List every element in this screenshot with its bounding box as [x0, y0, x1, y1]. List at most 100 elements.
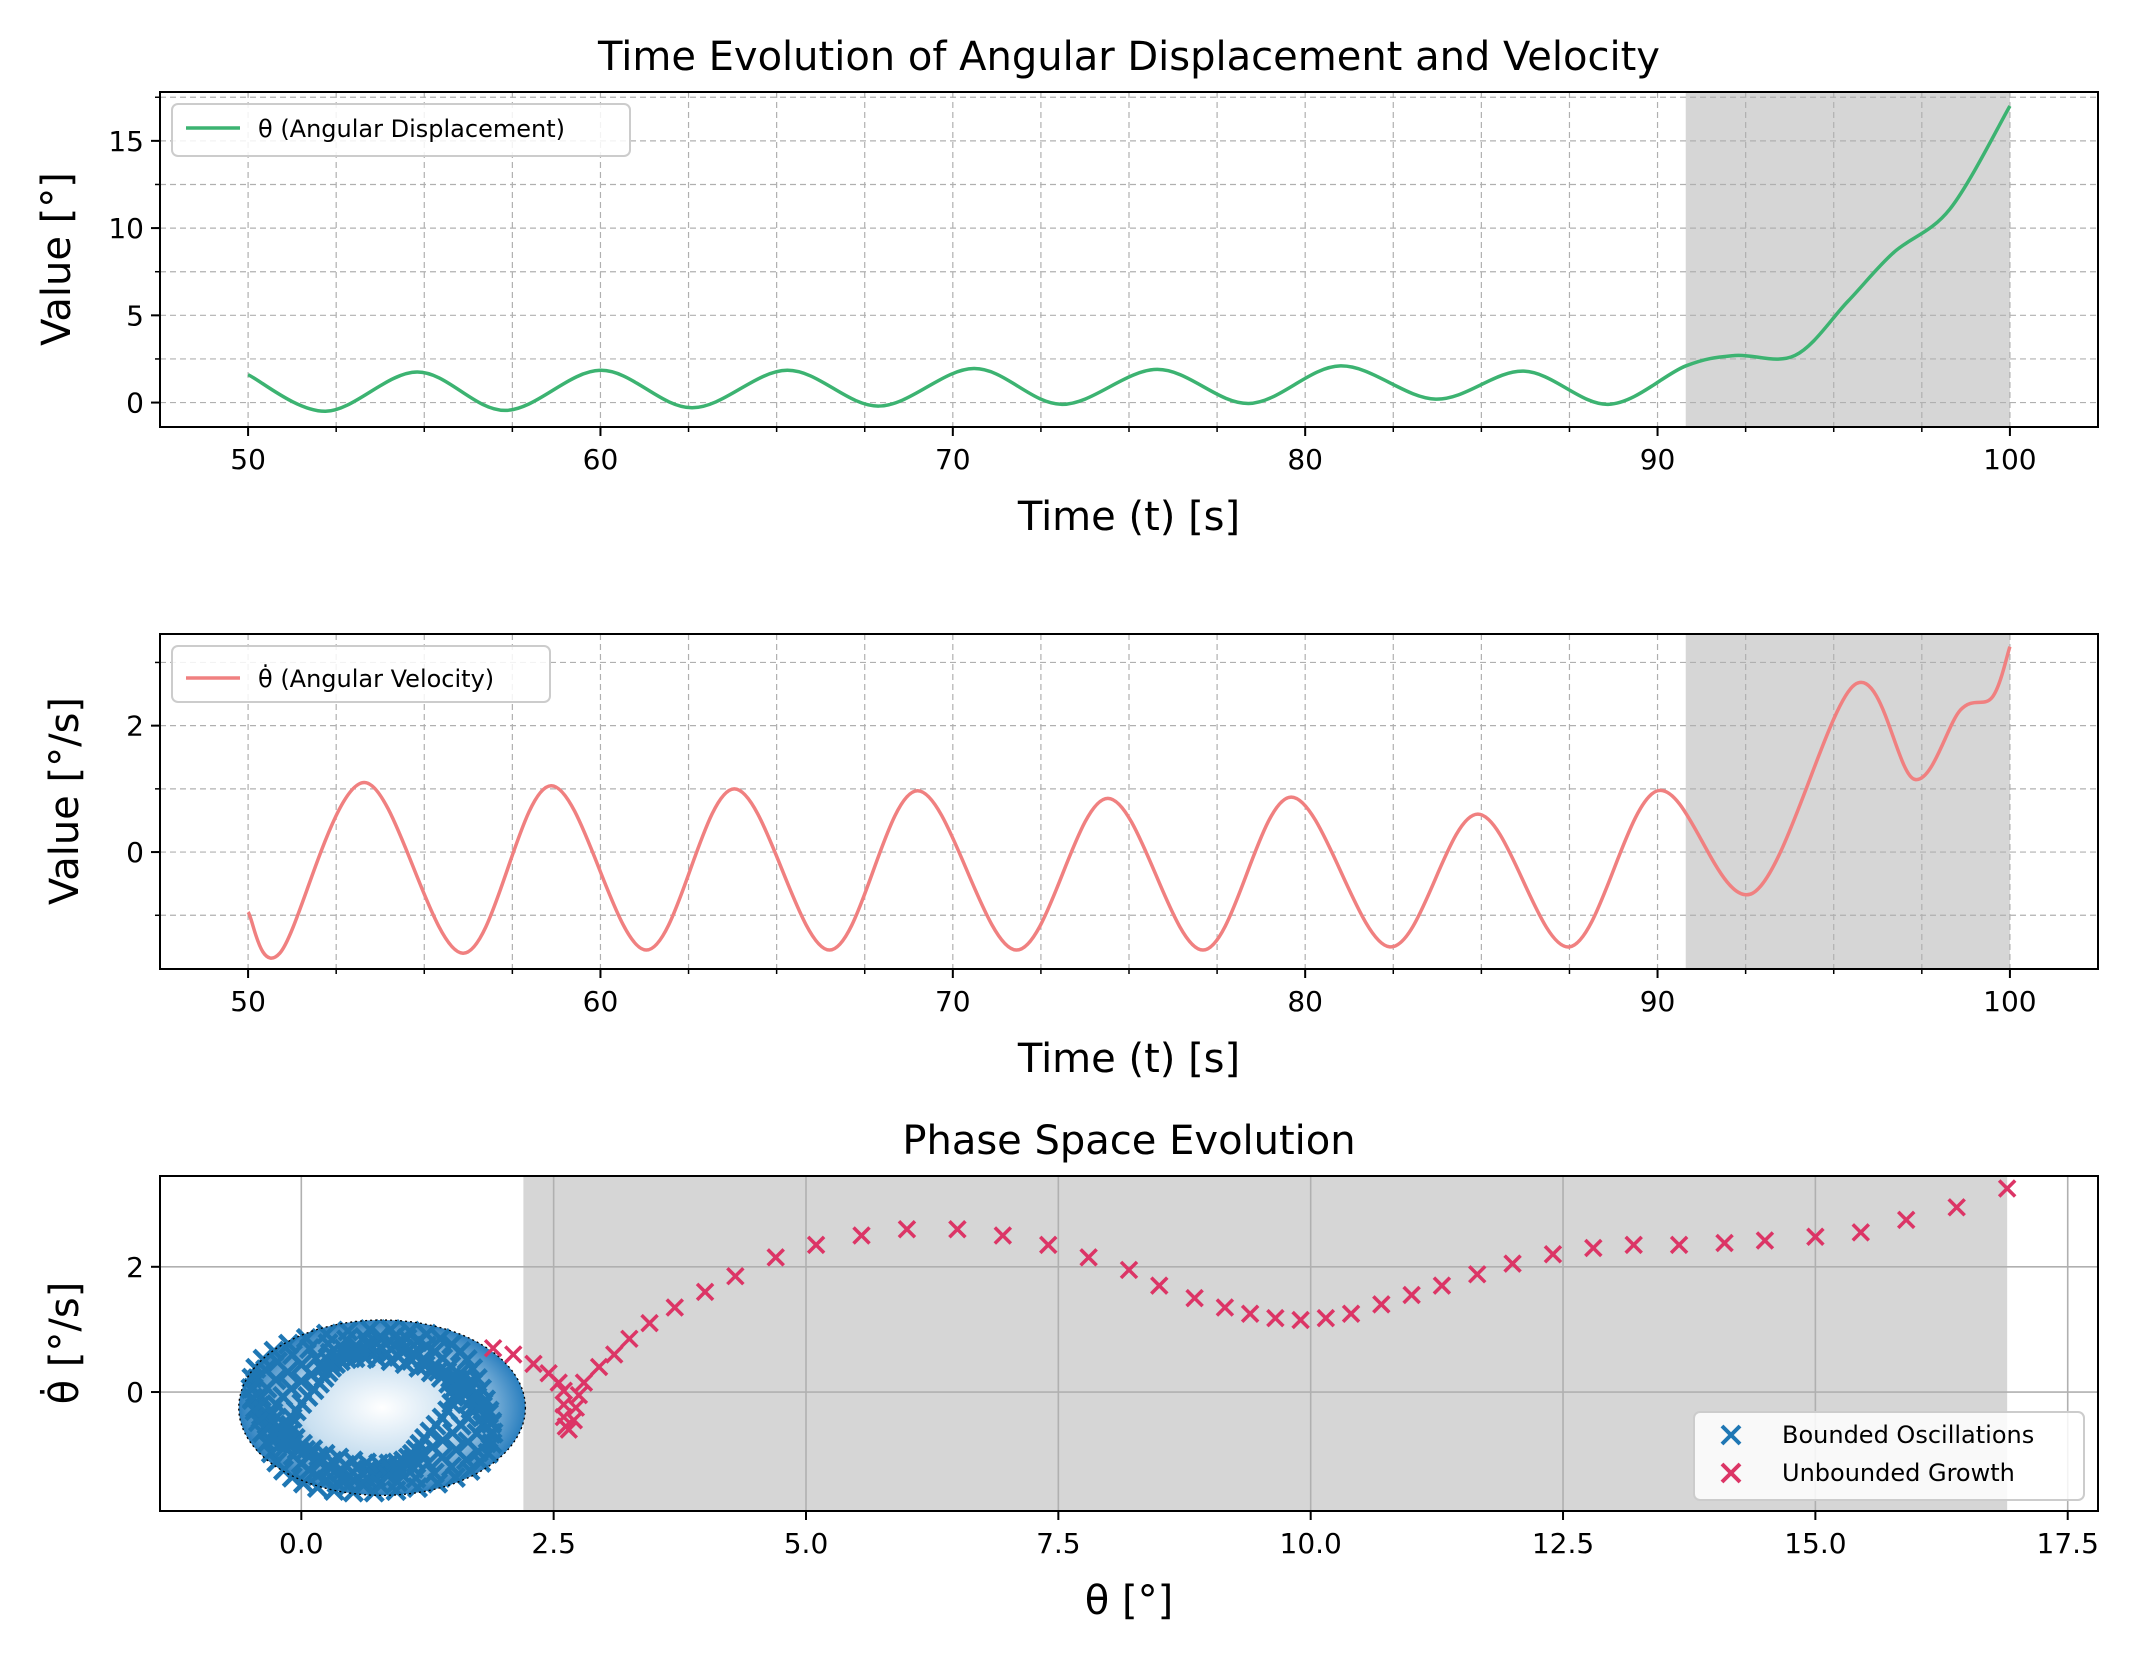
unbounded-point: [806, 1235, 826, 1255]
unbounded-point: [695, 1282, 715, 1302]
unbounded-point: [554, 1381, 573, 1401]
y-tick-label: 2: [126, 710, 144, 743]
y-tick-label: 15: [108, 125, 144, 158]
unbounded-point: [897, 1219, 917, 1239]
unbounded-point: [993, 1226, 1013, 1245]
panel-2-xlabel: Time (t) [s]: [1017, 1036, 1240, 1082]
shaded-region: [1685, 634, 2010, 969]
panel-1-legend-label: θ (Angular Displacement): [258, 115, 565, 143]
x-tick-label: 15.0: [1784, 1527, 1846, 1560]
unbounded-point: [640, 1313, 659, 1333]
legend-x-unbounded: [1720, 1462, 1742, 1484]
bounded-oscillations-points: [240, 1318, 504, 1503]
panel-2-legend-label: θ̇ (Angular Velocity): [258, 664, 494, 693]
unbounded-point: [524, 1354, 543, 1374]
panel-displacement: 50 60 70 80 90 100 0 5 10 15 Time Evolution of An…: [34, 34, 2099, 540]
bounded-point: [399, 1320, 421, 1342]
unbounded-point: [1291, 1310, 1310, 1330]
unbounded-point: [504, 1345, 523, 1364]
panel-2-legend-box: [171, 645, 551, 703]
bounded-point: [359, 1318, 381, 1341]
panel-3-title: Phase Space Evolution: [902, 1118, 1355, 1164]
unbounded-point: [1543, 1245, 1563, 1264]
y-tick-label: 5: [126, 299, 144, 332]
unbounded-point: [766, 1248, 785, 1267]
panel-3-xlabel: θ [°]: [1085, 1578, 1173, 1624]
x-tick-label: 5.0: [784, 1527, 829, 1560]
x-tick-label: 12.5: [1532, 1527, 1594, 1560]
bounded-point: [415, 1323, 438, 1345]
x-tick-label: 50: [230, 443, 266, 476]
x-tick-label: 90: [1640, 985, 1676, 1018]
phase-points: [238, 1179, 2017, 1503]
bounded-point: [385, 1479, 407, 1502]
unbounded-point: [1079, 1248, 1098, 1267]
unbounded-point: [1715, 1233, 1734, 1253]
unbounded-point: [1806, 1227, 1825, 1246]
unbounded-point: [852, 1226, 871, 1245]
unbounded-point: [1039, 1235, 1058, 1255]
y-tick-label: 0: [126, 836, 144, 869]
panel-1-ylabel: Value [°]: [34, 172, 80, 346]
unbounded-point: [1150, 1276, 1169, 1295]
bounded-region-outline: [238, 1319, 527, 1496]
panel-1-legend-box: [171, 103, 631, 157]
unbounded-point: [1947, 1198, 1966, 1217]
bounded-point: [380, 1319, 402, 1341]
unbounded-point: [1316, 1308, 1336, 1328]
unbounded-point: [1341, 1304, 1361, 1323]
unbounded-point: [483, 1338, 503, 1358]
panel-3-plot-area: 0.0 2.5 5.0 7.5 10.0 12.5 15.0 17.5 0 2: [126, 1176, 2099, 1560]
y-tick-label: 0: [126, 387, 144, 420]
unbounded-point: [574, 1373, 594, 1392]
x-tick-label: 7.5: [1036, 1527, 1081, 1560]
unbounded-point: [665, 1298, 685, 1317]
panel-3-legend-label-bounded: Bounded Oscillations: [1782, 1421, 2034, 1449]
panel-2-ylabel: Value [°/s]: [42, 697, 88, 905]
bounded-point: [278, 1333, 300, 1355]
x-tick-label: 60: [583, 985, 619, 1018]
bounded-point: [429, 1328, 452, 1350]
bounded-point: [462, 1358, 484, 1380]
unbounded-point: [569, 1385, 589, 1405]
shaded-region: [1685, 92, 2010, 427]
unbounded-growth-points: [483, 1179, 2017, 1439]
unbounded-point: [1624, 1235, 1643, 1255]
unbounded-point: [589, 1357, 609, 1377]
unbounded-point: [1240, 1304, 1260, 1323]
unbounded-point: [948, 1219, 967, 1239]
unbounded-point: [620, 1329, 639, 1349]
unbounded-point: [1266, 1308, 1285, 1328]
unbounded-point: [549, 1373, 568, 1392]
unbounded-point: [1503, 1254, 1522, 1273]
unbounded-point: [1851, 1223, 1871, 1242]
unbounded-point: [1669, 1235, 1689, 1255]
unbounded-point: [1119, 1260, 1139, 1280]
unbounded-point: [1755, 1231, 1775, 1250]
theta-line: [247, 105, 2012, 414]
y-tick-label: 0: [126, 1376, 144, 1409]
x-tick-label: 80: [1287, 443, 1323, 476]
x-tick-label: 70: [935, 985, 971, 1018]
panel-2-plot-area: 50 60 70 80 90 100 0 2: [126, 634, 2098, 1018]
panel-phase-space: 0.0 2.5 5.0 7.5 10.0 12.5 15.0 17.5 0 2 Phase Spa…: [39, 1118, 2099, 1624]
unbounded-point: [1372, 1295, 1391, 1314]
x-tick-label: 90: [1640, 443, 1676, 476]
unbounded-point: [604, 1345, 624, 1364]
bounded-point: [337, 1320, 359, 1342]
bounded-point: [306, 1476, 329, 1499]
theta-dot-line: [246, 646, 2012, 960]
x-tick-label: 70: [935, 443, 971, 476]
bounded-point: [352, 1474, 375, 1496]
x-tick-label: 100: [1983, 985, 2036, 1018]
x-tick-label: 2.5: [531, 1527, 576, 1560]
panel-1-frame: [159, 91, 2099, 428]
bounded-point: [292, 1472, 315, 1494]
panel-2-frame: [159, 633, 2099, 970]
x-tick-label: 0.0: [279, 1527, 324, 1560]
unbounded-point: [1215, 1298, 1235, 1317]
legend-marker-bounded: [1720, 1424, 1742, 1446]
bounded-point: [427, 1472, 449, 1494]
x-tick-label: 17.5: [2037, 1527, 2099, 1560]
